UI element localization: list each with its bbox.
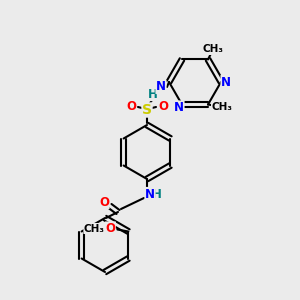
Text: N: N [156,80,166,94]
Text: O: O [126,100,136,112]
Text: CH₃: CH₃ [202,44,224,55]
Text: N: N [145,188,155,200]
Text: CH₃: CH₃ [212,101,233,112]
Text: N: N [174,101,184,114]
Text: H: H [148,88,158,100]
Text: CH₃: CH₃ [84,224,105,233]
Text: H: H [152,188,162,200]
Text: O: O [105,222,116,235]
Text: O: O [99,196,109,208]
Text: O: O [158,100,168,112]
Text: N: N [221,76,231,88]
Text: S: S [142,103,152,117]
